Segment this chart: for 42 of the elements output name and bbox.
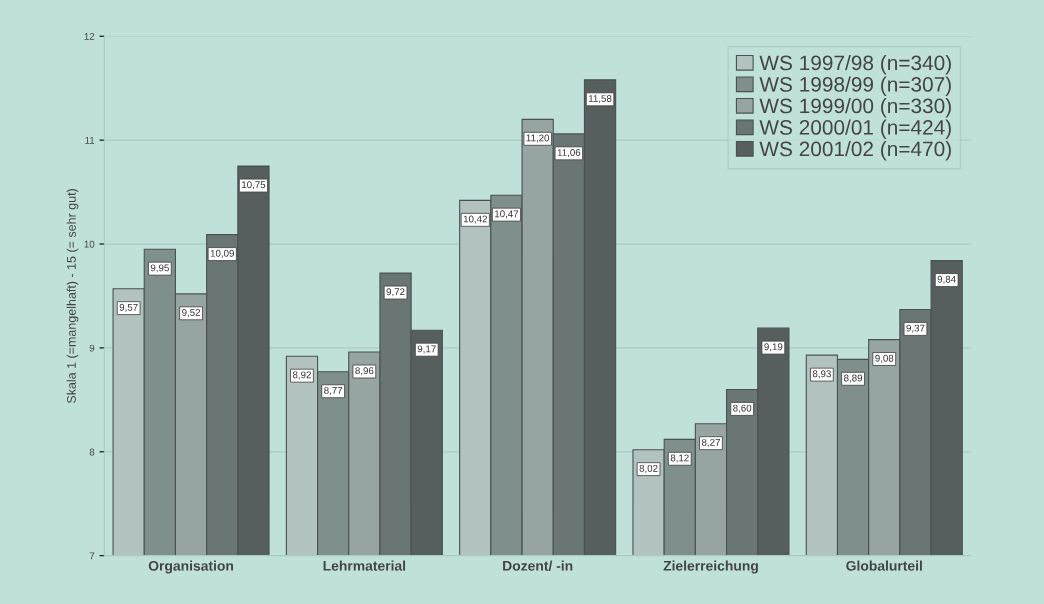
data-label: 9,37 xyxy=(906,324,925,333)
x-tick-label: Dozent/ -in xyxy=(503,560,573,571)
data-label: 10,09 xyxy=(210,249,234,258)
y-tick-label: 10 xyxy=(84,240,95,248)
data-label: 8,12 xyxy=(670,454,689,463)
data-label: 8,96 xyxy=(355,367,374,376)
data-label: 9,84 xyxy=(937,275,956,284)
data-label: 10,47 xyxy=(495,210,519,219)
y-tick-label: 12 xyxy=(84,32,95,40)
data-label: 9,72 xyxy=(386,288,405,297)
legend-label: WS 1999/00 (n=330) xyxy=(759,98,951,118)
y-tick-label: 9 xyxy=(89,344,95,352)
data-label: 11,58 xyxy=(588,95,612,104)
y-axis-title: Skala 1 (=mangelhaft) - 15 (= sehr gut) xyxy=(66,189,79,404)
x-tick-label: Organisation xyxy=(148,560,234,574)
legend-label: WS 1998/99 (n=307) xyxy=(759,76,951,96)
data-label: 9,52 xyxy=(182,309,201,318)
legend-label: WS 2001/02 (n=470) xyxy=(759,141,951,161)
data-label: 8,77 xyxy=(324,386,343,395)
data-label: 8,92 xyxy=(292,371,311,380)
data-label: 11,20 xyxy=(526,134,550,143)
data-label: 9,57 xyxy=(119,303,138,312)
data-label: 8,93 xyxy=(812,370,831,379)
data-label: 8,02 xyxy=(639,464,658,473)
x-tick-label: Lehrmaterial xyxy=(323,560,406,571)
data-label: 10,42 xyxy=(463,215,487,224)
x-tick-label: Globalurteil xyxy=(846,560,922,571)
y-tick-label: 11 xyxy=(85,136,95,144)
legend-label: WS 1997/98 (n=340) xyxy=(759,54,951,75)
x-tick-label: Zielerreichung xyxy=(663,560,758,574)
y-tick-label: 8 xyxy=(89,448,95,456)
data-label: 9,95 xyxy=(150,264,169,273)
data-label: 9,17 xyxy=(417,345,436,354)
legend-label: WS 2000/01 (n=424) xyxy=(759,119,951,139)
data-label: 8,60 xyxy=(733,404,752,413)
y-tick-label: 7 xyxy=(89,552,95,560)
data-label: 9,08 xyxy=(875,354,894,363)
data-label: 11,06 xyxy=(557,149,581,158)
data-label: 8,89 xyxy=(844,374,863,383)
data-label: 9,19 xyxy=(764,343,783,352)
data-label: 8,27 xyxy=(701,438,720,447)
data-label: 10,75 xyxy=(242,181,266,190)
